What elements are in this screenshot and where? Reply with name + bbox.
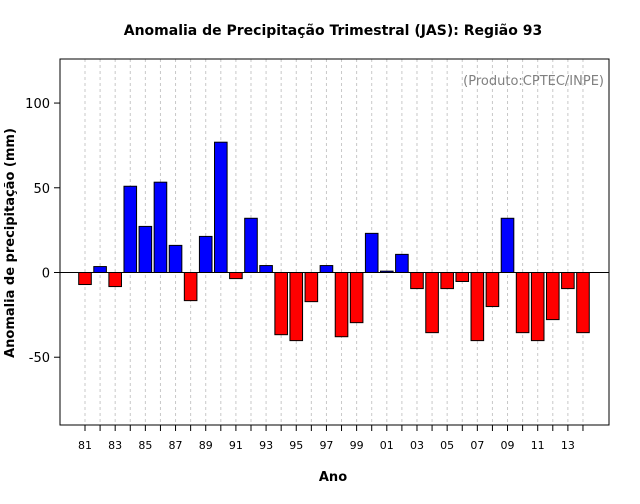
bar-88 xyxy=(183,272,198,302)
x-tick-label: 97 xyxy=(319,439,333,452)
bar-01 xyxy=(380,270,394,273)
grid-lines xyxy=(84,59,584,425)
x-tick-label: 95 xyxy=(289,439,303,452)
x-axis: 81 83 85 87 89 91 93 95 97 99 01 03 05 07 09 11 13 xyxy=(78,425,584,452)
x-tick-label: 05 xyxy=(440,439,454,452)
x-tick-label: 01 xyxy=(380,439,394,452)
x-tick-label: 91 xyxy=(229,439,243,452)
bar-05 xyxy=(440,272,454,290)
bar-90 xyxy=(214,141,228,273)
bar-11 xyxy=(530,272,545,342)
bar-13 xyxy=(561,272,575,290)
bar-91 xyxy=(229,272,243,280)
bar-06 xyxy=(455,272,470,282)
bar-94 xyxy=(274,272,288,336)
bar-02 xyxy=(395,253,409,274)
x-tick-label: 93 xyxy=(259,439,273,452)
x-tick-label: 83 xyxy=(108,439,122,452)
bar-08 xyxy=(485,272,500,308)
bar-82 xyxy=(93,266,107,274)
bar-87 xyxy=(168,244,183,273)
y-tick-label: -50 xyxy=(29,351,50,366)
annotation: (Produto:CPTEC/INPE) xyxy=(463,74,604,89)
x-axis-label: Ano xyxy=(319,470,347,485)
x-tick-label: 09 xyxy=(501,439,515,452)
x-tick-label: 85 xyxy=(138,439,152,452)
y-axis: -50 0 50 100 xyxy=(25,97,60,366)
bar-84 xyxy=(123,185,138,273)
bar-03 xyxy=(410,272,424,290)
y-tick-label: 100 xyxy=(25,97,50,112)
bar-83 xyxy=(108,272,122,288)
chart-title: Anomalia de Precipitação Trimestral (JAS… xyxy=(124,23,542,39)
bar-00 xyxy=(364,232,379,274)
bar-99 xyxy=(349,272,364,324)
x-tick-label: 13 xyxy=(561,439,575,452)
x-tick-label: 07 xyxy=(470,439,484,452)
bar-98 xyxy=(334,272,349,338)
x-tick-label: 03 xyxy=(410,439,424,452)
x-tick-label: 87 xyxy=(169,439,183,452)
y-tick-label: 50 xyxy=(33,182,50,197)
bar-12 xyxy=(545,272,560,321)
y-axis-label: Anomalia de precipitação (mm) xyxy=(3,128,18,358)
bar-04 xyxy=(425,272,439,334)
bars xyxy=(78,141,590,342)
bar-86 xyxy=(153,181,168,273)
bar-14 xyxy=(576,272,590,334)
x-tick-label: 99 xyxy=(350,439,364,452)
bar-95 xyxy=(289,272,304,342)
bar-10 xyxy=(515,272,530,334)
bar-97 xyxy=(319,265,334,273)
bar-96 xyxy=(304,272,319,303)
x-tick-label: 81 xyxy=(78,439,92,452)
bar-89 xyxy=(198,235,213,274)
bar-92 xyxy=(244,217,258,273)
bar-93 xyxy=(259,265,273,273)
bar-81 xyxy=(78,272,92,286)
bar-07 xyxy=(470,272,485,342)
plot-frame xyxy=(59,58,610,426)
x-tick-label: 89 xyxy=(199,439,213,452)
y-tick-label: 0 xyxy=(42,267,50,282)
x-tick-label: 11 xyxy=(531,439,545,452)
bar-09 xyxy=(500,217,515,273)
bar-85 xyxy=(138,225,153,274)
